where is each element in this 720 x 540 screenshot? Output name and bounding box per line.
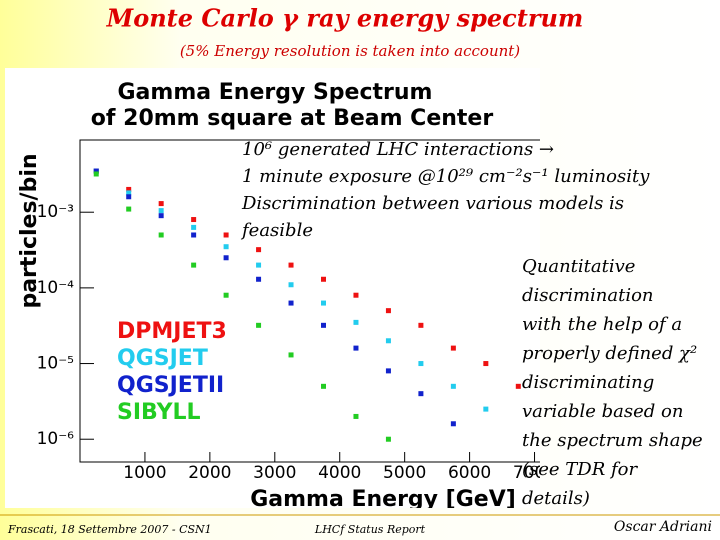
data-point xyxy=(321,300,326,306)
data-point xyxy=(418,361,424,367)
data-point xyxy=(450,421,456,427)
data-point xyxy=(93,171,99,177)
data-point xyxy=(158,232,164,238)
data-point xyxy=(256,247,262,253)
data-point xyxy=(483,361,489,367)
side-note-line: discriminating xyxy=(522,372,654,393)
slide-title: Monte Carlo γ ray energy spectrum xyxy=(106,4,584,33)
x-tick-label: 1000 xyxy=(123,463,166,483)
y-tick-label: 10⁻⁶ xyxy=(37,429,75,449)
chart-title: of 20mm square at Beam Center xyxy=(91,106,494,131)
side-note-line: the spectrum shape xyxy=(522,430,703,451)
data-point xyxy=(321,383,326,389)
data-point xyxy=(158,213,164,219)
side-note-line: properly defined χ² xyxy=(522,343,697,364)
data-point xyxy=(418,322,424,328)
side-note-line: details) xyxy=(522,488,590,509)
data-point xyxy=(93,168,99,174)
side-note-line: variable based on xyxy=(522,401,683,422)
x-axis-label: Gamma Energy [GeV] xyxy=(250,487,516,512)
data-point xyxy=(126,190,132,196)
chart-panel xyxy=(5,68,540,508)
x-tick-label: 7000 xyxy=(513,463,556,483)
data-point xyxy=(126,206,132,212)
data-point xyxy=(256,276,262,282)
data-point xyxy=(288,282,294,288)
data-point xyxy=(385,368,391,374)
data-point xyxy=(191,217,197,223)
data-point xyxy=(353,345,359,351)
data-point xyxy=(515,383,521,389)
slide-subtitle: (5% Energy resolution is taken into acco… xyxy=(180,42,520,60)
data-point xyxy=(418,391,424,397)
y-axis-label: particles/bin xyxy=(17,153,42,308)
x-tick-label: 3000 xyxy=(253,463,296,483)
data-point xyxy=(158,201,164,207)
annotation-line: 10⁶ generated LHC interactions → xyxy=(242,139,554,160)
x-tick-label: 2000 xyxy=(188,463,231,483)
data-point xyxy=(191,262,197,268)
data-point xyxy=(126,186,132,192)
data-point xyxy=(321,276,326,282)
data-point xyxy=(385,308,391,314)
data-point xyxy=(223,244,229,250)
plot-frame xyxy=(79,139,540,463)
data-point xyxy=(288,352,294,358)
data-point xyxy=(256,262,262,268)
data-point xyxy=(256,322,262,328)
y-tick-label: 10⁻³ xyxy=(37,202,74,222)
y-tick-label: 10⁻⁴ xyxy=(37,278,75,298)
data-point xyxy=(126,194,132,200)
x-tick-label: 5000 xyxy=(383,463,426,483)
data-point xyxy=(223,255,229,261)
data-point xyxy=(353,413,359,419)
data-point xyxy=(288,300,294,306)
notes: 10⁶ generated LHC interactions → 1 minute… xyxy=(240,139,703,509)
data-point xyxy=(191,232,197,238)
data-point xyxy=(223,292,229,298)
annotation-line: Discrimination between various models is xyxy=(241,193,624,214)
data-point xyxy=(450,383,456,389)
legend-entry: DPMJET3 xyxy=(117,319,227,344)
data-point xyxy=(158,208,164,214)
side-note-line: (see TDR for xyxy=(522,459,638,480)
data-point xyxy=(353,319,359,325)
data-point xyxy=(321,322,326,328)
data-point xyxy=(191,224,197,230)
x-tick-label: 4000 xyxy=(318,463,361,483)
data-point xyxy=(385,436,391,442)
data-point xyxy=(483,406,489,412)
legend-entry: QGSJETII xyxy=(117,373,224,398)
side-note-line: Quantitative xyxy=(522,256,635,277)
y-tick-label: 10⁻⁵ xyxy=(37,354,74,374)
data-point xyxy=(353,292,359,298)
data-point xyxy=(450,345,456,351)
annotation-line: feasible xyxy=(240,220,313,241)
chart-title: Gamma Energy Spectrum xyxy=(118,80,433,105)
footer-center: LHCf Status Report xyxy=(314,523,426,536)
footer-right: Oscar Adriani xyxy=(614,519,712,535)
footer-left: Frascati, 18 Settembre 2007 - CSN1 xyxy=(7,523,212,536)
data-point xyxy=(385,338,391,344)
data-point xyxy=(223,232,229,238)
legend-entry: SIBYLL xyxy=(117,400,201,425)
annotation-line: 1 minute exposure @10²⁹ cm⁻²s⁻¹ luminosi… xyxy=(242,166,650,187)
side-note-line: discrimination xyxy=(522,285,654,306)
data-point xyxy=(288,262,294,268)
side-note-line: with the help of a xyxy=(522,314,682,335)
x-tick-label: 6000 xyxy=(448,463,491,483)
legend-entry: QGSJET xyxy=(117,346,208,371)
